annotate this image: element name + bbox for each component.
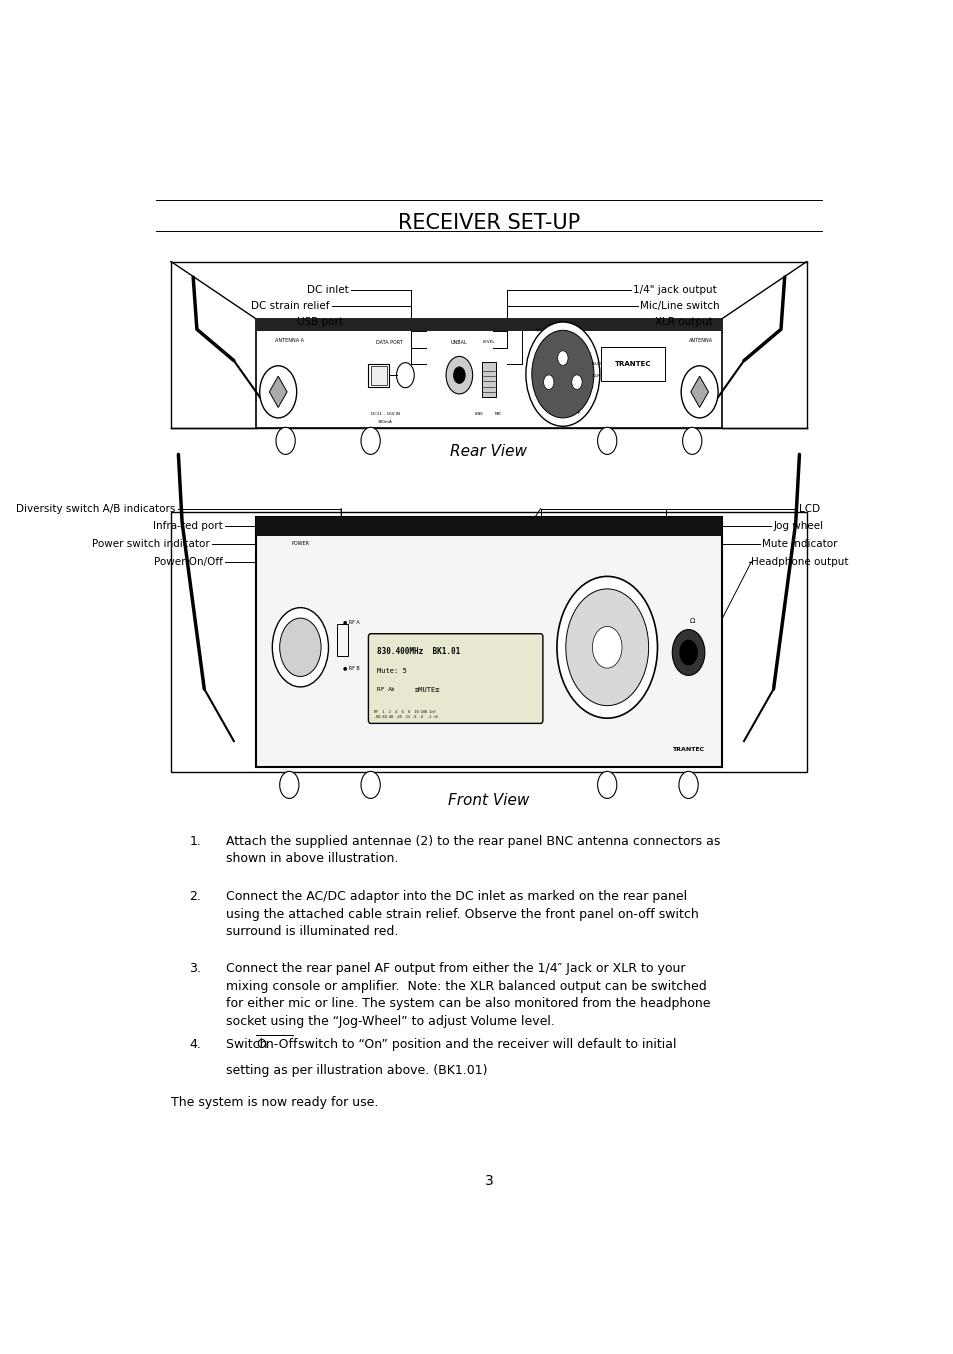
Text: Attach the supplied antennae (2) to the rear panel BNC antenna connectors as
sho: Attach the supplied antennae (2) to the … <box>226 835 720 865</box>
Text: Connect the AC/DC adaptor into the DC inlet as marked on the rear panel
using th: Connect the AC/DC adaptor into the DC in… <box>226 890 699 938</box>
Text: Switch: Switch <box>226 1039 272 1051</box>
Text: ANTENNA A: ANTENNA A <box>274 337 303 343</box>
Circle shape <box>259 366 296 418</box>
Text: LEVEL: LEVEL <box>482 340 495 344</box>
Text: TRANTEC: TRANTEC <box>672 746 704 751</box>
Text: Infra-red port: Infra-red port <box>152 521 222 531</box>
Text: MIC: MIC <box>495 412 502 416</box>
Circle shape <box>279 617 321 677</box>
Text: Ω: Ω <box>689 619 694 624</box>
Text: The system is now ready for use.: The system is now ready for use. <box>171 1095 378 1109</box>
Bar <box>481 362 496 397</box>
Text: Connect the rear panel AF output from either the 1/4″ Jack or XLR to your
mixing: Connect the rear panel AF output from ei… <box>226 963 710 1028</box>
Circle shape <box>597 772 617 799</box>
Text: Power On/Off: Power On/Off <box>153 556 222 567</box>
Text: -80-60-40 -20 -12 -6 -4  -1 +4: -80-60-40 -20 -12 -6 -4 -1 +4 <box>374 715 437 719</box>
Circle shape <box>543 375 554 390</box>
Text: XLR output: XLR output <box>655 317 712 328</box>
Text: 830.400MHz  BK1.01: 830.400MHz BK1.01 <box>376 647 459 657</box>
Text: DC inlet: DC inlet <box>306 284 348 295</box>
Circle shape <box>557 577 657 718</box>
Text: DATA PORT: DATA PORT <box>375 340 402 345</box>
Text: Front View: Front View <box>448 793 529 808</box>
Circle shape <box>360 428 380 455</box>
Circle shape <box>453 367 465 383</box>
Text: RF A: RF A <box>376 686 391 692</box>
Bar <box>255 517 721 536</box>
Bar <box>370 366 387 385</box>
Text: USB port: USB port <box>296 317 342 328</box>
Circle shape <box>272 608 328 686</box>
Polygon shape <box>690 376 708 408</box>
Text: TRANTEC: TRANTEC <box>614 360 651 367</box>
Circle shape <box>672 630 704 676</box>
Text: RF  1  2  4  6  8  10 100 Inf: RF 1 2 4 6 8 10 100 Inf <box>374 709 436 714</box>
Text: +: + <box>575 410 579 414</box>
Circle shape <box>279 772 298 799</box>
Text: 300mA: 300mA <box>377 420 393 424</box>
Text: 4.: 4. <box>190 1039 201 1051</box>
Text: b: b <box>376 686 394 692</box>
Text: AUDIO OUTPUT: AUDIO OUTPUT <box>592 362 623 366</box>
Circle shape <box>679 772 698 799</box>
Circle shape <box>682 428 701 455</box>
Polygon shape <box>269 376 287 408</box>
Text: 3: 3 <box>484 1174 493 1187</box>
Text: ● RF B: ● RF B <box>343 666 359 670</box>
Text: Power switch indicator: Power switch indicator <box>92 539 210 550</box>
Circle shape <box>275 428 294 455</box>
Text: RECEIVER SET-UP: RECEIVER SET-UP <box>397 213 579 233</box>
Text: LINE: LINE <box>475 412 483 416</box>
Circle shape <box>571 375 581 390</box>
Bar <box>171 512 806 772</box>
Text: ANTENNA: ANTENNA <box>688 337 712 343</box>
Text: On-Off: On-Off <box>255 1039 297 1051</box>
Bar <box>255 320 721 332</box>
Text: +: + <box>534 328 539 333</box>
Bar <box>337 624 348 655</box>
Text: DC11 – 16V IN: DC11 – 16V IN <box>371 412 399 416</box>
Bar <box>255 320 721 428</box>
Text: 3.: 3. <box>190 963 201 975</box>
Text: Jog wheel: Jog wheel <box>773 521 822 531</box>
Text: Mute: 5: Mute: 5 <box>376 668 406 674</box>
Text: Headphone output: Headphone output <box>751 556 848 567</box>
Circle shape <box>360 772 380 799</box>
Circle shape <box>446 356 472 394</box>
Text: ≡MUTE≡: ≡MUTE≡ <box>415 686 440 693</box>
Text: Mute indicator: Mute indicator <box>761 539 837 550</box>
Circle shape <box>679 640 697 665</box>
Circle shape <box>525 322 599 427</box>
FancyBboxPatch shape <box>368 634 542 723</box>
Text: setting as per illustration above. (BK1.01): setting as per illustration above. (BK1.… <box>226 1064 487 1078</box>
Circle shape <box>558 351 567 366</box>
Circle shape <box>680 366 718 418</box>
Circle shape <box>531 330 594 418</box>
Text: LCD: LCD <box>799 504 820 513</box>
Text: Diversity switch A/B indicators: Diversity switch A/B indicators <box>16 504 175 513</box>
Text: DC strain relief: DC strain relief <box>252 302 330 311</box>
Text: Rear View: Rear View <box>450 444 527 459</box>
Text: switch to “On” position and the receiver will default to initial: switch to “On” position and the receiver… <box>294 1039 676 1051</box>
Text: UNBAL: UNBAL <box>451 340 467 345</box>
Circle shape <box>592 627 621 668</box>
Bar <box>368 364 389 387</box>
Circle shape <box>565 589 648 705</box>
Text: XLR BAL 600Ω: XLR BAL 600Ω <box>592 374 621 378</box>
Text: 1/4" jack output: 1/4" jack output <box>633 284 716 295</box>
Text: 2.: 2. <box>190 890 201 903</box>
Bar <box>255 517 721 768</box>
Text: Mic/Line switch: Mic/Line switch <box>639 302 720 311</box>
Text: ● RF A: ● RF A <box>343 619 359 624</box>
Circle shape <box>597 428 617 455</box>
Text: POWER: POWER <box>291 540 309 546</box>
Text: 1.: 1. <box>190 835 201 848</box>
